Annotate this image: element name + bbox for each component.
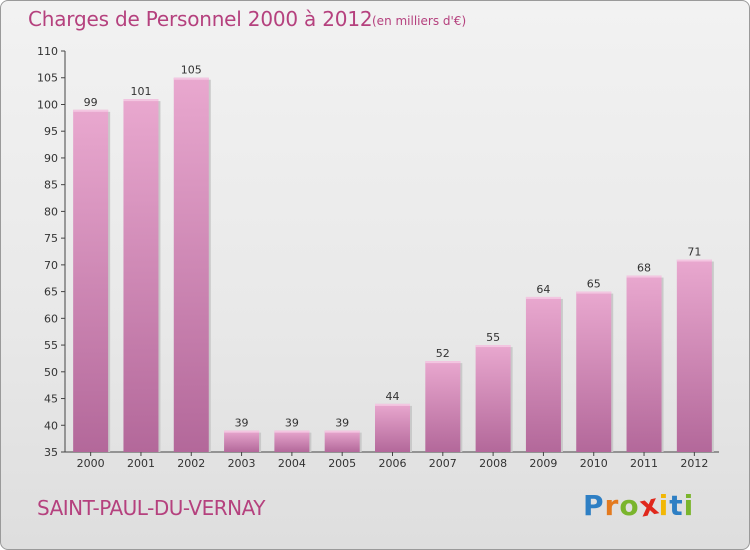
value-label-2003: 39 — [235, 417, 249, 430]
bar-2007 — [425, 361, 461, 452]
logo-letter: o — [619, 489, 640, 522]
bar-2005 — [324, 430, 360, 452]
bar-2003 — [224, 430, 260, 452]
y-tick-label: 100 — [37, 98, 58, 111]
y-tick-label: 110 — [37, 45, 58, 58]
proxiti-logo: Proxiti — [583, 487, 695, 523]
bar-highlight — [224, 430, 260, 433]
bar-highlight — [475, 345, 511, 348]
bar-highlight — [274, 430, 310, 433]
y-tick-label: 95 — [44, 125, 58, 138]
logo-letter: i — [683, 489, 695, 522]
x-tick-label-2005: 2005 — [328, 457, 356, 470]
bar-2001 — [123, 99, 159, 453]
value-label-2005: 39 — [335, 417, 349, 430]
y-tick-label: 105 — [37, 72, 58, 85]
x-tick-label-2008: 2008 — [479, 457, 507, 470]
y-tick-label: 90 — [44, 152, 58, 165]
y-tick-label: 35 — [44, 446, 58, 459]
x-tick-label-2004: 2004 — [278, 457, 306, 470]
bar-highlight — [525, 296, 561, 299]
commune-name: SAINT-PAUL-DU-VERNAY — [37, 496, 265, 520]
bar-highlight — [73, 109, 109, 112]
logo-letter: t — [669, 489, 684, 522]
y-tick-label: 80 — [44, 205, 58, 218]
value-label-2007: 52 — [436, 347, 450, 360]
bar-2002 — [173, 77, 209, 452]
value-label-2000: 99 — [84, 96, 98, 109]
y-tick-label: 40 — [44, 419, 58, 432]
value-label-2011: 68 — [637, 262, 651, 275]
chart-subtitle: (en milliers d'€) — [372, 14, 467, 28]
bar-2004 — [274, 430, 310, 452]
bar-highlight — [324, 430, 360, 433]
value-label-2008: 55 — [486, 331, 500, 344]
value-label-2010: 65 — [587, 278, 601, 291]
x-tick-label-2001: 2001 — [127, 457, 155, 470]
logo-letter: i — [658, 489, 670, 522]
value-label-2012: 71 — [687, 246, 701, 259]
y-tick-label: 65 — [44, 286, 58, 299]
bar-highlight — [576, 291, 612, 294]
x-tick-label-2011: 2011 — [630, 457, 658, 470]
bar-2006 — [375, 403, 410, 452]
logo-letter: r — [604, 489, 620, 522]
y-tick-label: 45 — [44, 393, 58, 406]
logo-letter: P — [583, 489, 605, 522]
bar-highlight — [375, 403, 410, 406]
value-label-2009: 64 — [536, 283, 550, 296]
x-tick-label-2012: 2012 — [680, 457, 708, 470]
bar-2010 — [576, 291, 612, 452]
y-tick-label: 50 — [44, 366, 58, 379]
value-label-2001: 101 — [130, 85, 151, 98]
value-label-2004: 39 — [285, 417, 299, 430]
bar-highlight — [123, 99, 159, 102]
y-tick-label: 55 — [44, 339, 58, 352]
y-tick-label: 70 — [44, 259, 58, 272]
bar-2000 — [73, 109, 109, 453]
bar-2009 — [525, 296, 561, 452]
x-tick-label-2010: 2010 — [580, 457, 608, 470]
bar-2012 — [676, 259, 712, 452]
x-tick-label-2000: 2000 — [77, 457, 105, 470]
y-tick-label: 75 — [44, 232, 58, 245]
bar-2011 — [626, 275, 662, 452]
bar-highlight — [173, 77, 209, 80]
x-tick-label-2002: 2002 — [177, 457, 205, 470]
value-label-2002: 105 — [181, 64, 202, 77]
y-tick-label: 60 — [44, 312, 58, 325]
chart-title: Charges de Personnel 2000 à 2012 — [28, 7, 373, 31]
x-tick-label-2003: 2003 — [228, 457, 256, 470]
bar-highlight — [425, 361, 461, 364]
bar-highlight — [676, 259, 712, 262]
bar-2008 — [475, 345, 511, 452]
x-tick-label-2009: 2009 — [529, 457, 557, 470]
y-tick-label: 85 — [44, 179, 58, 192]
bar-highlight — [626, 275, 662, 278]
x-tick-label-2006: 2006 — [379, 457, 407, 470]
value-label-2006: 44 — [386, 390, 400, 403]
x-tick-label-2007: 2007 — [429, 457, 457, 470]
